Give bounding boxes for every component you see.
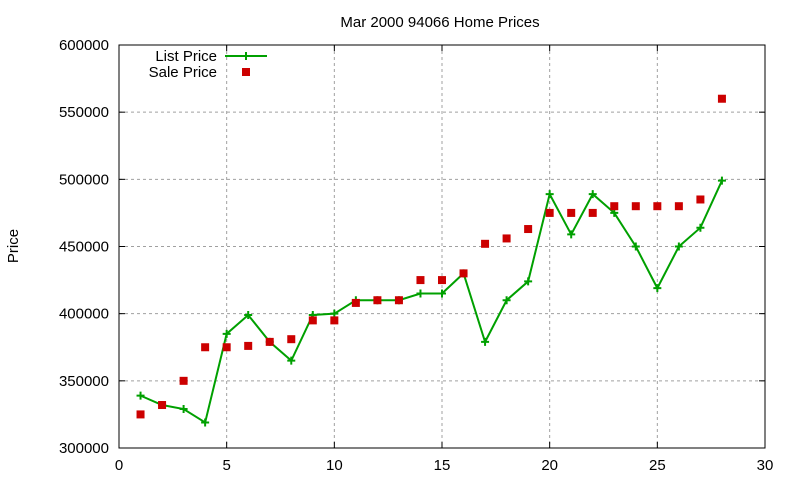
legend-label: Sale Price xyxy=(149,64,217,81)
data-point xyxy=(653,284,662,293)
data-point xyxy=(330,309,339,318)
data-point xyxy=(567,230,576,239)
series-list-price xyxy=(136,176,726,427)
data-point xyxy=(136,391,145,400)
y-tick-label: 550000 xyxy=(59,104,109,121)
data-point xyxy=(265,337,274,346)
data-point xyxy=(696,223,705,232)
series-sale-price xyxy=(136,94,726,419)
data-point xyxy=(631,202,640,211)
data-point xyxy=(308,316,317,325)
data-point xyxy=(610,208,619,217)
data-point xyxy=(545,190,554,199)
y-tick-label: 400000 xyxy=(59,306,109,323)
data-point xyxy=(222,343,231,352)
data-point xyxy=(201,343,210,352)
data-point xyxy=(524,277,533,286)
x-tick-label: 25 xyxy=(649,457,666,474)
y-tick-label: 500000 xyxy=(59,171,109,188)
data-point xyxy=(179,405,188,414)
data-point xyxy=(416,289,425,298)
data-point xyxy=(588,208,597,217)
data-point xyxy=(373,296,382,305)
x-tick-label: 10 xyxy=(326,457,343,474)
y-axis-label: Price xyxy=(5,229,22,263)
data-point xyxy=(674,242,683,251)
plot-border xyxy=(118,44,766,449)
data-point xyxy=(287,356,296,365)
data-point xyxy=(524,225,533,234)
data-point xyxy=(244,311,253,320)
data-point xyxy=(696,195,705,204)
data-point xyxy=(717,94,726,103)
data-point xyxy=(588,190,597,199)
data-point xyxy=(438,289,446,298)
y-tick-label: 600000 xyxy=(59,37,109,54)
y-tick-label: 450000 xyxy=(59,239,109,256)
data-point xyxy=(222,329,231,338)
x-tick-label: 15 xyxy=(434,457,451,474)
data-point xyxy=(416,276,425,285)
data-point xyxy=(179,376,188,385)
data-point xyxy=(244,341,253,350)
data-point xyxy=(459,269,468,278)
data-point xyxy=(136,410,145,419)
x-tick-label: 30 xyxy=(757,457,774,474)
data-point xyxy=(610,202,619,211)
data-point xyxy=(481,239,490,248)
y-tick-label: 350000 xyxy=(59,373,109,390)
data-point xyxy=(674,202,683,211)
data-point xyxy=(201,418,210,427)
data-point xyxy=(653,202,662,211)
data-point xyxy=(502,234,511,243)
y-tick-label: 300000 xyxy=(59,440,109,457)
legend-marker xyxy=(242,52,250,60)
data-point xyxy=(717,176,726,185)
data-point xyxy=(351,298,360,307)
x-tick-label: 20 xyxy=(541,457,558,474)
data-point xyxy=(438,276,446,285)
x-tick-label: 0 xyxy=(115,457,123,474)
legend-marker xyxy=(242,68,250,76)
chart-title: Mar 2000 94066 Home Prices xyxy=(340,14,539,31)
data-point xyxy=(394,296,403,305)
data-point xyxy=(158,401,167,410)
series-line xyxy=(140,180,723,425)
data-point xyxy=(330,316,339,325)
data-point xyxy=(481,337,490,346)
data-point xyxy=(567,208,576,217)
x-tick-label: 5 xyxy=(222,457,230,474)
data-point xyxy=(631,242,640,251)
legend-label: List Price xyxy=(155,48,217,65)
data-point xyxy=(545,208,554,217)
data-point xyxy=(502,296,511,305)
data-point xyxy=(287,335,296,344)
